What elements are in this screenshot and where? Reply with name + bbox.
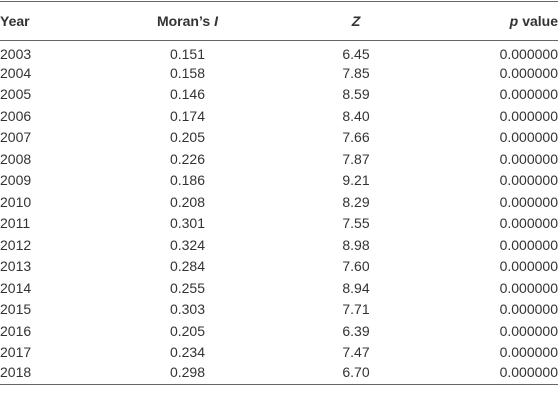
table-cell: 2013 [0,258,32,275]
table-cell: 9.21 [342,172,370,189]
table-row: 2017 0.234 7.47 0.000000 [0,342,558,364]
table-cell: 0.208 [169,193,206,210]
table-cell: 0.000000 [499,86,558,103]
table-cell: 2018 [0,363,32,380]
table-cell: 7.60 [342,258,370,275]
table-cell: 2015 [0,301,32,318]
table-cell: 0.000000 [499,107,558,124]
table-cell: 0.000000 [499,258,558,275]
table-cell: 2010 [0,193,32,210]
table-cell: 2006 [0,107,32,124]
table-cell: 2004 [0,64,32,81]
table-cell: 0.298 [169,363,206,380]
table-cell: 0.000000 [499,236,558,253]
table-row: 2013 0.284 7.60 0.000000 [0,256,558,278]
table-cell: 2009 [0,172,32,189]
header-text: Z [351,13,361,29]
table-cell: 2017 [0,344,32,361]
table-row: 2009 0.186 9.21 0.000000 [0,170,558,192]
table-row: 2011 0.301 7.55 0.000000 [0,213,558,235]
table-cell: 0.158 [169,64,206,81]
table-cell: 0.000000 [499,64,558,81]
table-cell: 0.000000 [499,215,558,232]
table-cell: 6.45 [342,45,370,62]
header-cell: Year [0,2,110,41]
table-row: 2004 0.158 7.85 0.000000 [0,62,558,84]
table-row: 2016 0.205 6.39 0.000000 [0,320,558,342]
table-cell: 8.94 [342,279,370,296]
table-cell: 0.000000 [499,279,558,296]
table-row: 2006 0.174 8.40 0.000000 [0,105,558,127]
table-cell: 0.000000 [499,363,558,380]
table-cell: 6.70 [342,363,370,380]
table-cell: 0.303 [169,301,206,318]
table-cell: 2014 [0,279,32,296]
header-row: Year Moran’s I Z p value [0,1,558,41]
table-cell: 0.000000 [499,301,558,318]
table-cell: 2007 [0,129,32,146]
table-cell: 0.284 [169,258,206,275]
table-row: 2012 0.324 8.98 0.000000 [0,234,558,256]
header-text: I [214,13,219,29]
table-cell: 0.226 [169,150,206,167]
header-text: p [509,13,519,29]
table-cell: 8.40 [342,107,370,124]
table-cell: 8.59 [342,86,370,103]
table-cell: 0.000000 [499,193,558,210]
table-cell: 0.000000 [499,322,558,339]
table-row: 2018 0.298 6.70 0.000000 [0,363,558,385]
header-text: value [522,13,558,29]
table-cell: 0.000000 [499,45,558,62]
table-cell: 8.29 [342,193,370,210]
data-table: Year Moran’s I Z p value 2003 0.151 6.45 0.00… [0,1,558,385]
table-body: 2003 0.151 6.45 0.000000 2004 0.158 7.85 0.0000… [0,41,558,385]
header-cell: Moran’s I [110,2,265,41]
table-cell: 0.234 [169,344,206,361]
table-cell: 2011 [0,215,31,232]
table-cell: 0.151 [169,45,206,62]
table-cell: 7.47 [342,344,370,361]
table-cell: 0.000000 [499,129,558,146]
table-row: 2005 0.146 8.59 0.000000 [0,84,558,106]
table-cell: 0.000000 [499,344,558,361]
table-cell: 0.205 [169,322,206,339]
table-cell: 7.87 [342,150,370,167]
table-row: 2010 0.208 8.29 0.000000 [0,191,558,213]
table-cell: 2003 [0,45,32,62]
table-cell: 2008 [0,150,32,167]
table-cell: 0.205 [169,129,206,146]
table-cell: 2012 [0,236,32,253]
table-header: Year Moran’s I Z p value [0,1,558,41]
table-row: 2008 0.226 7.87 0.000000 [0,148,558,170]
header-cell: p value [447,2,558,41]
table-row: 2007 0.205 7.66 0.000000 [0,127,558,149]
table-cell: 2005 [0,86,32,103]
table-cell: 0.174 [169,107,206,124]
table-cell: 0.324 [169,236,206,253]
table-row: 2014 0.255 8.94 0.000000 [0,277,558,299]
table-cell: 8.98 [342,236,370,253]
table-cell: 0.186 [169,172,206,189]
header-text: Moran’s [156,13,211,29]
table-cell: 7.85 [342,64,370,81]
header-text: Year [0,13,30,29]
table-cell: 0.146 [169,86,206,103]
table-cell: 2016 [0,322,32,339]
table-cell: 7.55 [342,215,370,232]
table-cell: 0.000000 [499,150,558,167]
table-cell: 0.255 [169,279,206,296]
header-cell: Z [265,2,447,41]
table-row: 2015 0.303 7.71 0.000000 [0,299,558,321]
table-row: 2003 0.151 6.45 0.000000 [0,41,558,63]
table-cell: 0.301 [169,215,206,232]
table-cell: 7.66 [342,129,370,146]
table-cell: 6.39 [342,322,370,339]
table-cell: 0.000000 [499,172,558,189]
table-cell: 7.71 [342,301,370,318]
